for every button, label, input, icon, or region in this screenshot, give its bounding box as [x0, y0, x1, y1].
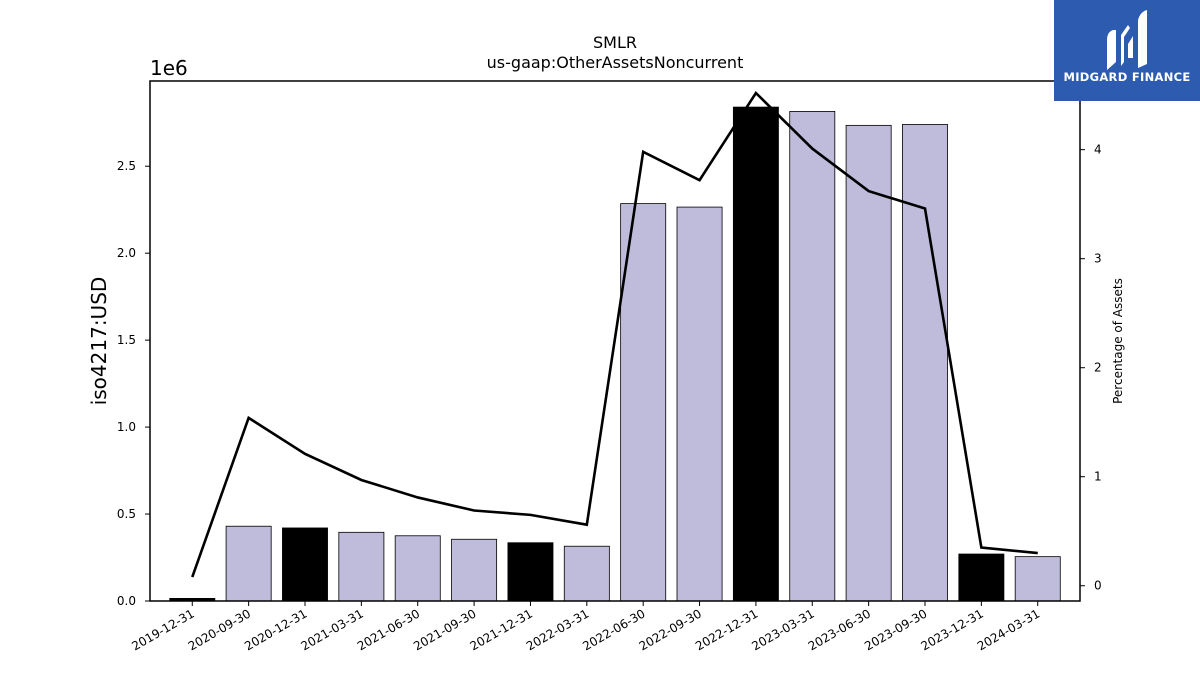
bars-layer — [169, 106, 1061, 602]
y-offset-label: 1e6 — [150, 56, 188, 80]
logo-mark-icon — [1107, 10, 1147, 70]
x-tick-label: 2021-06-30 — [355, 606, 422, 653]
x-tick-label: 2022-12-31 — [693, 606, 760, 653]
bar-2021-09-30 — [451, 538, 498, 602]
x-tick-label: 2020-12-31 — [242, 606, 309, 653]
line-layer — [191, 90, 1038, 578]
bar-2022-03-31 — [563, 545, 610, 602]
y-axis-label: iso4217:USD — [87, 277, 111, 406]
logo-text: MIDGARD FINANCE — [1063, 70, 1190, 84]
chart-subtitle: us-gaap:OtherAssetsNoncurrent — [487, 53, 744, 72]
y-tick-label: 0.0 — [117, 594, 136, 608]
y-tick-label: 2.5 — [117, 159, 136, 173]
y-tick-label: 2.0 — [117, 246, 136, 260]
x-tick-label: 2020-09-30 — [186, 606, 253, 653]
bar-2022-06-30 — [620, 203, 667, 602]
y2-tick-label: 1 — [1094, 470, 1102, 484]
x-tick-label: 2021-12-31 — [468, 606, 535, 653]
y-tick-label: 0.5 — [117, 507, 136, 521]
x-tick-label: 2022-06-30 — [580, 606, 647, 653]
midgard-finance-logo: MIDGARD FINANCE — [1054, 0, 1200, 101]
bar-2023-09-30 — [902, 124, 948, 602]
bar-2022-12-31 — [732, 106, 779, 602]
x-tick-label: 2023-09-30 — [862, 606, 929, 653]
bar-2022-09-30 — [676, 206, 723, 602]
y-tick-label: 1.5 — [117, 333, 136, 347]
y2-tick-label: 0 — [1094, 579, 1102, 593]
x-tick-label: 2023-06-30 — [806, 606, 873, 653]
x-tick-label: 2019-12-31 — [129, 606, 196, 653]
percentage-line — [191, 90, 1038, 578]
y-tick-label: 1.0 — [117, 420, 136, 434]
chart-title: SMLR — [593, 33, 637, 52]
x-tick-label: 2022-03-31 — [524, 606, 591, 653]
bar-2020-12-31 — [282, 527, 328, 602]
x-tick-label: 2023-03-31 — [749, 606, 816, 653]
x-tick-label: 2022-09-30 — [637, 606, 704, 653]
bar-2020-09-30 — [225, 525, 272, 602]
bar-2021-03-31 — [338, 531, 385, 602]
y2-tick-label: 2 — [1094, 361, 1102, 375]
bar-2023-03-31 — [789, 111, 836, 602]
y2-tick-label: 3 — [1094, 252, 1102, 266]
logo-background — [1054, 0, 1200, 101]
x-tick-label: 2021-09-30 — [411, 606, 478, 653]
x-tick-label: 2024-03-31 — [975, 606, 1042, 653]
plot-frame — [149, 80, 1081, 602]
x-tick-label: 2023-12-31 — [918, 606, 985, 653]
bar-2024-03-31 — [1014, 556, 1061, 602]
bar-2023-12-31 — [958, 553, 1005, 602]
y2-tick-label: 4 — [1094, 143, 1102, 157]
bar-2021-06-30 — [394, 535, 441, 602]
x-tick-label: 2021-03-31 — [298, 606, 365, 653]
bar-2021-12-31 — [507, 542, 554, 602]
y2-axis-label: Percentage of Assets — [1111, 278, 1125, 404]
